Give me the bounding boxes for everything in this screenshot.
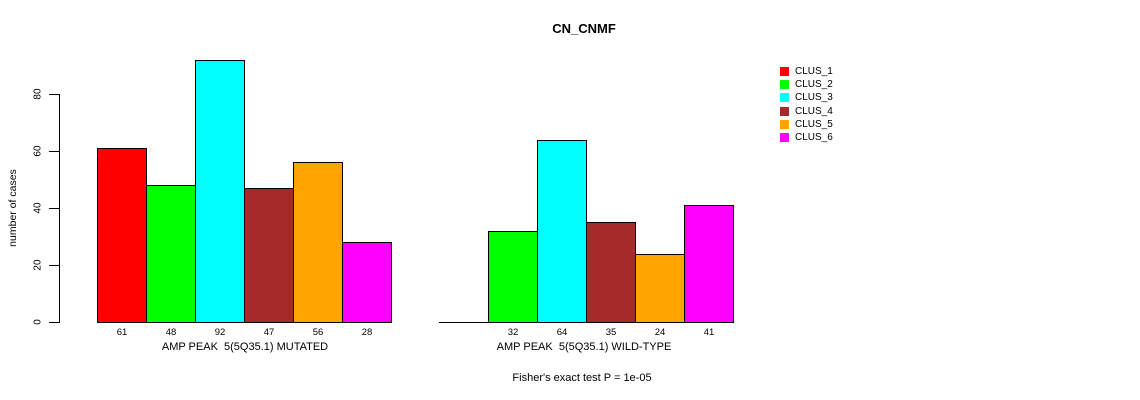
bar-mutated-clus_3 <box>195 60 245 323</box>
y-tick-0 <box>49 321 59 323</box>
bar-mutated-clus_1 <box>97 148 147 323</box>
bar-value-label-mutated-clus_2: 48 <box>165 327 177 338</box>
y-tick-label-0: 0 <box>32 319 44 325</box>
bar-value-label-wild-type-clus_3: 64 <box>556 327 568 338</box>
legend-item-clus_4: CLUS_4 <box>780 105 833 118</box>
y-tick-label-40: 40 <box>32 202 44 214</box>
bar-wild-type-clus_4 <box>586 222 636 323</box>
bar-value-label-mutated-clus_4: 47 <box>263 327 275 338</box>
group-label-wild-type: AMP PEAK 5(5Q35.1) WILD-TYPE <box>496 341 672 353</box>
y-tick-20 <box>49 264 59 266</box>
legend-item-clus_5: CLUS_5 <box>780 118 833 131</box>
bar-wild-type-clus_3 <box>537 140 587 323</box>
y-tick-label-20: 20 <box>32 259 44 271</box>
footnote-fisher-test: Fisher's exact test P = 1e-05 <box>512 372 652 384</box>
y-axis-label: number of cases <box>7 169 19 247</box>
y-tick-40 <box>49 207 59 209</box>
y-tick-80 <box>49 93 59 95</box>
bar-value-label-wild-type-clus_5: 24 <box>654 327 666 338</box>
group-label-mutated: AMP PEAK 5(5Q35.1) MUTATED <box>161 341 329 353</box>
legend-label-clus_3: CLUS_3 <box>795 92 833 104</box>
y-axis-line <box>59 94 60 323</box>
bar-value-label-mutated-clus_6: 28 <box>361 327 373 338</box>
legend-color-swatch-clus_2 <box>780 80 789 90</box>
chart-title: CN_CNMF <box>552 21 616 36</box>
legend-item-clus_6: CLUS_6 <box>780 131 833 144</box>
y-tick-label-80: 80 <box>32 88 44 100</box>
bar-wild-type-clus_2 <box>488 231 538 323</box>
bar-mutated-clus_2 <box>146 185 196 323</box>
bar-wild-type-clus_5 <box>635 254 685 323</box>
legend-label-clus_4: CLUS_4 <box>795 105 833 117</box>
bar-value-label-wild-type-clus_6: 41 <box>703 327 715 338</box>
bar-value-label-mutated-clus_3: 92 <box>214 327 226 338</box>
legend-item-clus_1: CLUS_1 <box>780 65 833 78</box>
bar-value-label-mutated-clus_5: 56 <box>312 327 324 338</box>
legend-color-swatch-clus_3 <box>780 93 789 103</box>
legend-color-swatch-clus_1 <box>780 67 789 77</box>
legend-label-clus_1: CLUS_1 <box>795 66 833 78</box>
y-tick-label-60: 60 <box>32 145 44 157</box>
bar-wild-type-clus_6 <box>684 205 734 323</box>
bar-mutated-clus_6 <box>342 242 392 323</box>
bar-mutated-clus_5 <box>293 162 343 323</box>
bar-value-label-wild-type-clus_2: 32 <box>507 327 519 338</box>
legend-label-clus_2: CLUS_2 <box>795 79 833 91</box>
legend-label-clus_6: CLUS_6 <box>795 132 833 144</box>
legend-label-clus_5: CLUS_5 <box>795 118 833 130</box>
bar-value-label-wild-type-clus_4: 35 <box>605 327 617 338</box>
legend-item-clus_3: CLUS_3 <box>780 91 833 104</box>
bar-mutated-clus_4 <box>244 188 294 323</box>
legend: CLUS_1 CLUS_2 CLUS_3 CLUS_4 CLUS_5 CLUS_6 <box>780 65 833 144</box>
legend-color-swatch-clus_4 <box>780 106 789 116</box>
bar-value-label-mutated-clus_1: 61 <box>116 327 128 338</box>
legend-item-clus_2: CLUS_2 <box>780 78 833 91</box>
y-tick-60 <box>49 150 59 152</box>
legend-color-swatch-clus_5 <box>780 119 789 129</box>
legend-color-swatch-clus_6 <box>780 133 789 143</box>
